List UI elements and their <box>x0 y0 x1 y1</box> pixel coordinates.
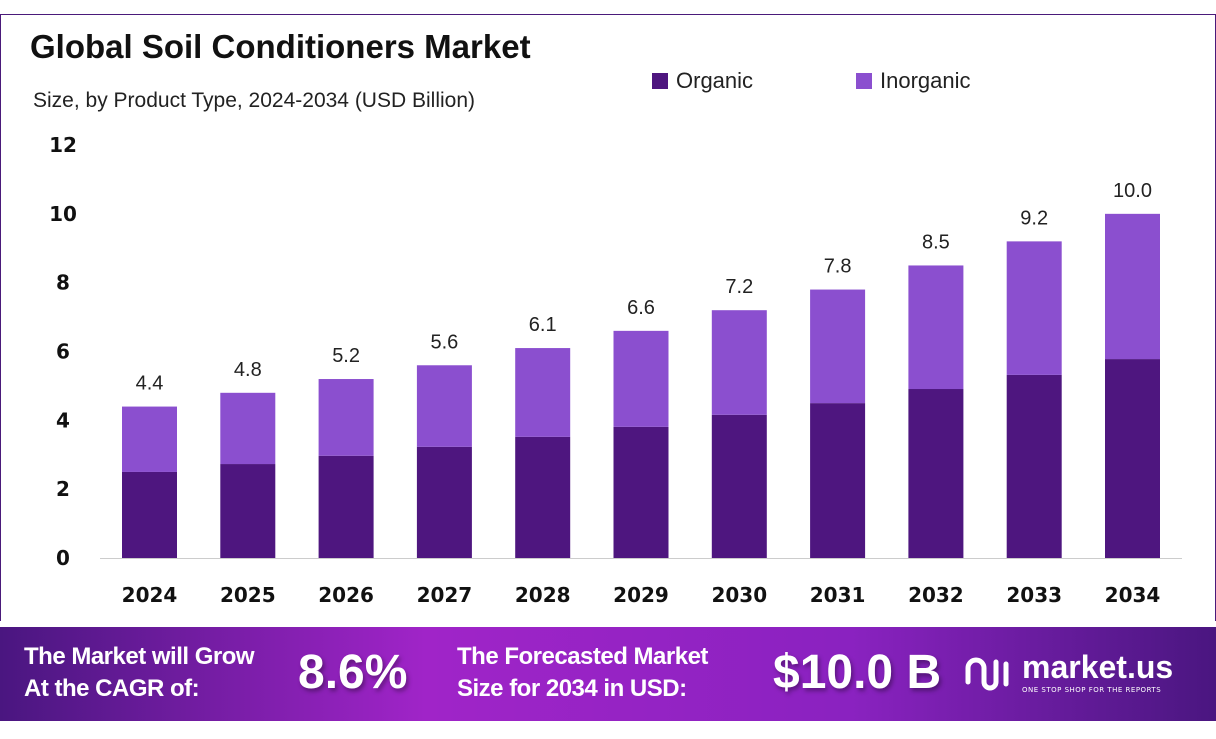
cagr-label: The Market will Grow At the CAGR of: <box>24 641 255 705</box>
logo-mark-icon <box>965 657 1009 691</box>
bar-inorganic-2024 <box>122 406 177 472</box>
bar-inorganic-2034 <box>1105 213 1160 360</box>
y-tick-label: 2 <box>56 477 70 501</box>
bar-organic-2024 <box>122 471 177 558</box>
bar-organic-2034 <box>1105 359 1160 558</box>
bar-organic-2026 <box>318 455 374 558</box>
logo-name: market.us <box>1022 649 1174 685</box>
bar-organic-2031 <box>810 403 866 558</box>
footer-banner: The Market will Grow At the CAGR of: 8.6… <box>0 627 1216 721</box>
x-tick-label: 2026 <box>318 583 374 607</box>
x-tick-label: 2034 <box>1105 583 1161 607</box>
y-tick-label: 4 <box>56 408 70 432</box>
x-tick-label: 2030 <box>711 583 767 607</box>
x-tick-label: 2025 <box>220 583 276 607</box>
cagr-label-line2: At the CAGR of: <box>24 675 200 702</box>
bar-inorganic-2029 <box>613 330 669 427</box>
x-tick-label: 2031 <box>810 583 866 607</box>
total-data-label: 6.6 <box>627 297 655 319</box>
x-tick-label: 2024 <box>122 583 178 607</box>
total-data-label: 8.5 <box>922 231 950 253</box>
x-tick-label: 2033 <box>1006 583 1062 607</box>
bar-inorganic-2027 <box>416 365 472 447</box>
x-tick-label: 2027 <box>417 583 473 607</box>
y-tick-label: 6 <box>56 340 70 364</box>
total-data-label: 5.6 <box>430 331 458 353</box>
bar-inorganic-2025 <box>220 392 276 465</box>
legend-organic: Organic <box>652 68 753 94</box>
y-tick-label: 10 <box>49 202 77 226</box>
chart-subtitle: Size, by Product Type, 2024-2034 (USD Bi… <box>33 89 476 112</box>
bar-chart: 0 2 4 6 8 10 12 4.4 2024 4.8 2025 5.2 2026 5.6 2027 6.1… <box>49 133 1182 607</box>
bar-inorganic-2030 <box>711 310 767 415</box>
bar-organic-2028 <box>515 436 571 558</box>
total-data-label: 5.2 <box>332 345 360 367</box>
total-data-label: 4.8 <box>234 359 262 381</box>
bar-organic-2032 <box>908 389 964 558</box>
bar-inorganic-2033 <box>1006 241 1062 375</box>
forecast-label-line2: Size for 2034 in USD: <box>457 675 687 702</box>
cagr-label-line1: The Market will Grow <box>24 643 255 670</box>
total-data-label: 4.4 <box>136 373 164 395</box>
logo-tagline: ONE STOP SHOP FOR THE REPORTS <box>1022 686 1162 694</box>
legend-swatch-organic <box>652 73 668 89</box>
legend-label-inorganic: Inorganic <box>880 68 971 93</box>
y-tick-label: 0 <box>56 546 70 570</box>
bar-organic-2025 <box>220 464 276 558</box>
bar-inorganic-2026 <box>318 379 374 456</box>
x-tick-label: 2028 <box>515 583 571 607</box>
x-tick-label: 2032 <box>908 583 964 607</box>
legend-label-organic: Organic <box>676 68 754 93</box>
forecast-label: The Forecasted Market Size for 2034 in U… <box>457 641 708 705</box>
legend-inorganic: Inorganic <box>856 68 971 94</box>
total-data-label: 7.2 <box>725 276 753 298</box>
cagr-value: 8.6% <box>298 646 408 699</box>
bar-organic-2029 <box>613 426 669 558</box>
forecast-label-line1: The Forecasted Market <box>457 643 708 670</box>
y-tick-label: 8 <box>56 271 70 295</box>
total-data-label: 9.2 <box>1020 207 1048 229</box>
forecast-value: $10.0 B <box>773 646 942 699</box>
total-data-label: 7.8 <box>824 256 852 278</box>
bar-organic-2030 <box>711 414 767 558</box>
marketus-logo: market.us ONE STOP SHOP FOR THE REPORTS <box>962 649 1173 695</box>
bar-inorganic-2028 <box>515 348 571 437</box>
x-tick-label: 2029 <box>613 583 669 607</box>
total-data-label: 10.0 <box>1113 180 1152 202</box>
bar-inorganic-2032 <box>908 265 964 390</box>
y-tick-label: 12 <box>49 133 77 157</box>
bar-inorganic-2031 <box>810 289 866 404</box>
bar-organic-2027 <box>416 446 472 558</box>
chart-title: Global Soil Conditioners Market <box>30 28 531 65</box>
total-data-label: 6.1 <box>529 314 557 336</box>
legend-swatch-inorganic <box>856 73 872 89</box>
bar-organic-2033 <box>1006 374 1062 558</box>
